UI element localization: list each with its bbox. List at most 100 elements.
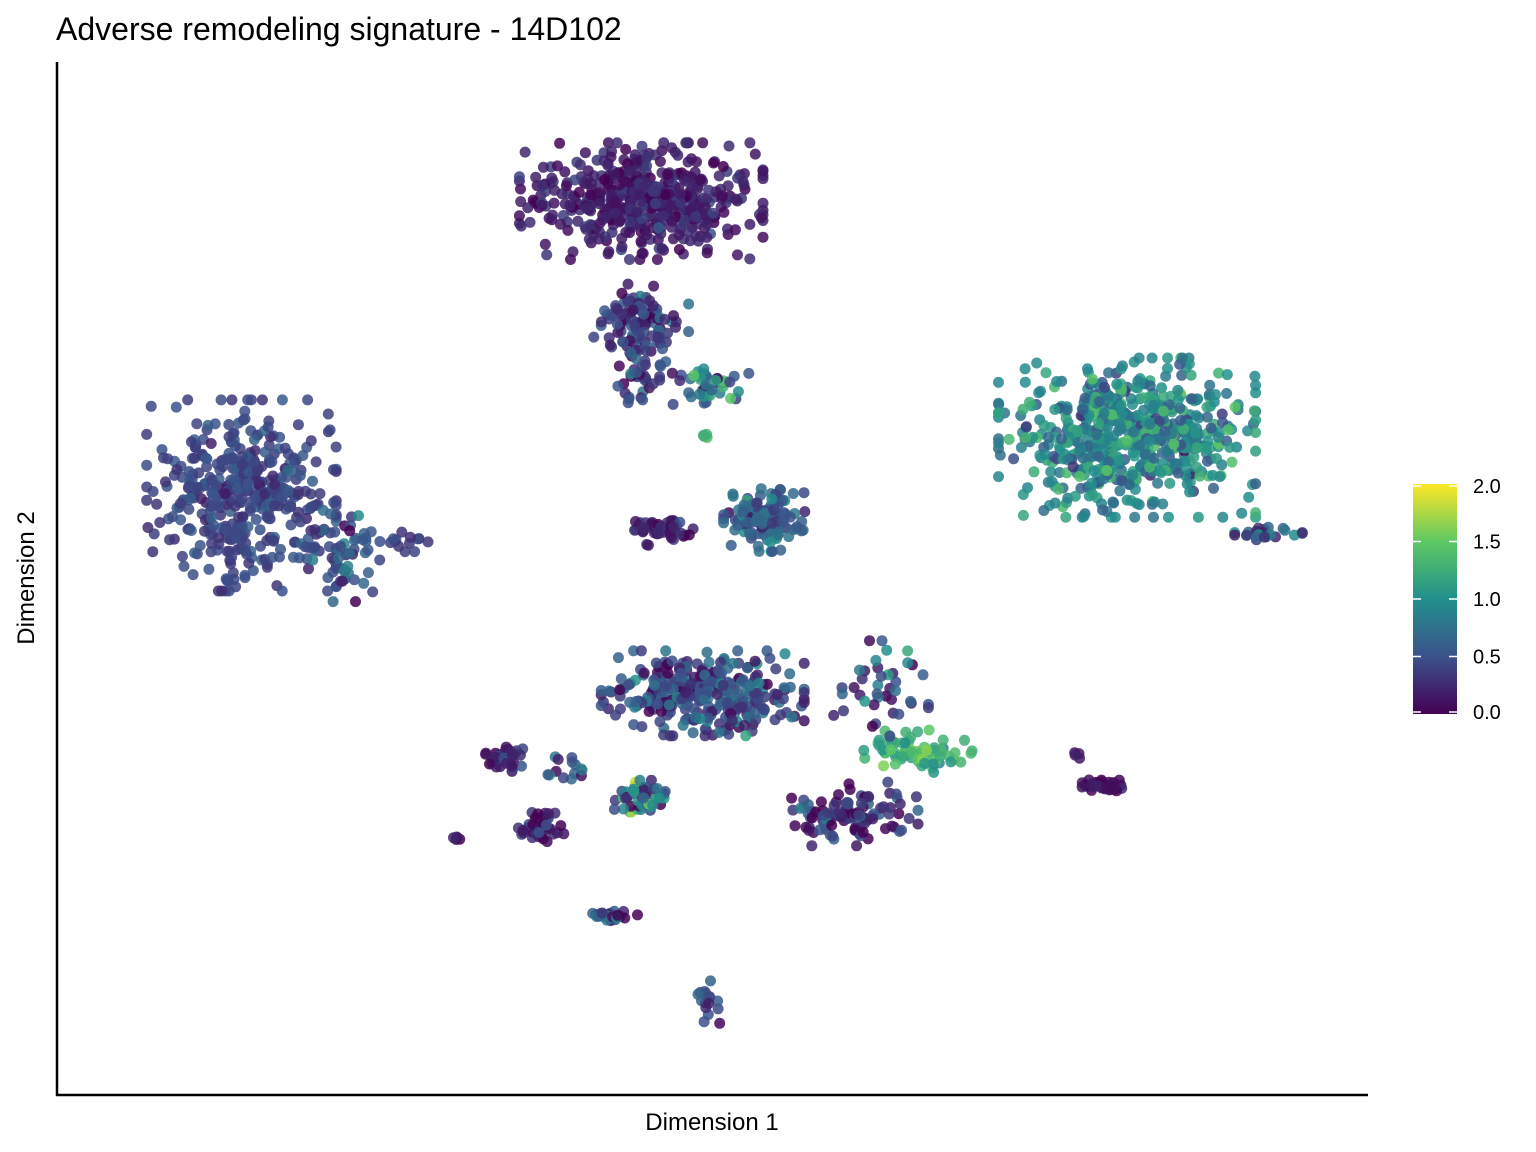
data-point	[231, 482, 243, 494]
data-point	[702, 712, 714, 724]
data-point	[262, 421, 274, 433]
data-point	[649, 198, 661, 210]
data-point	[1201, 411, 1213, 423]
data-point	[141, 494, 153, 506]
data-point	[674, 375, 686, 387]
data-point	[628, 719, 640, 731]
data-point	[206, 512, 218, 524]
data-point	[881, 644, 893, 656]
data-point	[660, 645, 672, 657]
data-point	[594, 218, 606, 229]
data-point	[239, 413, 251, 425]
data-point	[654, 156, 666, 167]
data-point	[1258, 531, 1270, 543]
data-point	[791, 521, 803, 533]
data-point	[1117, 360, 1128, 372]
data-point	[620, 143, 632, 155]
data-point	[841, 797, 853, 808]
data-point	[374, 554, 386, 566]
data-point	[185, 436, 197, 448]
data-point	[724, 376, 736, 388]
data-point	[1251, 531, 1262, 543]
data-point	[1113, 454, 1125, 466]
data-point	[798, 697, 810, 708]
data-point	[183, 466, 195, 477]
data-point	[1189, 427, 1201, 439]
data-point	[183, 503, 195, 515]
data-point	[1162, 352, 1174, 364]
data-point	[480, 748, 492, 760]
data-point	[873, 734, 885, 746]
data-point	[1114, 418, 1126, 430]
data-point	[557, 772, 569, 784]
data-point	[643, 706, 655, 717]
data-point	[1072, 437, 1084, 449]
data-point	[1144, 380, 1156, 392]
data-point	[622, 296, 634, 308]
data-point	[641, 345, 653, 357]
data-point	[593, 226, 605, 238]
data-point	[740, 730, 752, 742]
data-point	[1211, 453, 1222, 464]
data-point	[875, 670, 887, 682]
data-point	[1193, 412, 1205, 424]
data-point	[683, 298, 695, 310]
data-point	[827, 830, 839, 842]
data-point	[1249, 370, 1261, 382]
data-point	[239, 405, 251, 417]
data-point	[755, 212, 767, 224]
data-point	[248, 434, 260, 446]
data-point	[628, 786, 640, 798]
data-point	[1049, 497, 1061, 509]
data-point	[738, 720, 750, 731]
data-point	[1015, 442, 1027, 453]
data-point	[566, 773, 577, 785]
data-point	[725, 539, 737, 551]
data-point	[687, 727, 699, 739]
data-point	[1045, 466, 1057, 478]
data-point	[622, 278, 634, 290]
data-point	[927, 758, 939, 770]
data-point	[993, 397, 1004, 409]
data-point	[350, 596, 361, 608]
data-point	[1092, 450, 1104, 462]
data-point	[1003, 433, 1015, 445]
data-point	[656, 243, 668, 254]
data-point	[660, 680, 672, 692]
data-point	[648, 280, 660, 292]
data-point	[744, 528, 755, 539]
data-point	[256, 394, 268, 406]
data-point	[554, 137, 566, 149]
data-point	[723, 140, 735, 152]
data-point	[698, 693, 710, 705]
data-point	[1194, 470, 1206, 482]
data-point	[890, 676, 902, 688]
data-point	[302, 394, 314, 406]
data-point	[864, 635, 875, 647]
data-point	[1148, 399, 1160, 411]
data-point	[744, 137, 756, 149]
data-point	[641, 178, 653, 189]
data-point	[993, 376, 1004, 388]
data-point	[151, 498, 163, 510]
data-point	[683, 529, 695, 541]
data-point	[293, 552, 305, 564]
data-point	[993, 407, 1004, 419]
data-point	[1155, 467, 1167, 479]
data-point	[276, 472, 288, 483]
data-point	[1248, 405, 1260, 417]
data-point	[1204, 379, 1216, 391]
data-point	[897, 751, 909, 763]
data-point	[750, 688, 762, 699]
data-point	[335, 540, 346, 552]
data-point	[618, 803, 629, 815]
data-point	[174, 498, 186, 509]
data-point	[141, 459, 153, 471]
data-point	[848, 682, 860, 693]
data-point	[1031, 357, 1043, 369]
data-point	[1181, 462, 1193, 474]
data-point	[609, 169, 621, 181]
data-point	[757, 197, 769, 209]
data-point	[701, 646, 713, 658]
data-point	[717, 679, 729, 691]
